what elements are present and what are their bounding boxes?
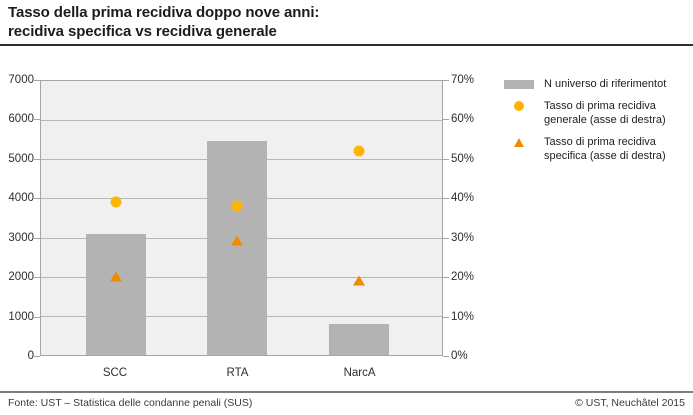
title-line-2: recidiva specifica vs recidiva generale — [8, 23, 277, 40]
footer-rule — [0, 391, 693, 393]
plot-area — [40, 80, 443, 356]
marker-triangle-rta — [231, 235, 244, 246]
gridline — [41, 120, 442, 122]
marker-circle-rta — [231, 200, 243, 212]
title-line-1: Tasso della prima recidiva doppo nove an… — [8, 4, 320, 21]
title-rule — [0, 44, 693, 46]
x-axis-label-scc: SCC — [102, 367, 128, 379]
left-axis-tick-mark — [34, 158, 40, 160]
circle-marker-icon — [514, 100, 524, 111]
right-axis-tick: 70% — [451, 74, 475, 86]
footer-source: Fonte: UST – Statistica delle condanne p… — [8, 397, 253, 409]
left-axis-tick-mark — [34, 119, 40, 121]
x-axis-label-rta: RTA — [226, 367, 249, 379]
right-axis-tick: 20% — [451, 271, 475, 284]
left-axis-tick: 3000 — [8, 231, 34, 244]
legend-item: N universo di riferimentot — [504, 77, 690, 92]
left-axis-tick-mark — [34, 237, 40, 239]
right-axis-tick: 10% — [451, 310, 475, 323]
left-axis-tick: 2000 — [8, 271, 34, 284]
legend-label: Tasso di prima recidiva generale (asse d… — [544, 99, 666, 127]
left-axis-tick: 5000 — [8, 152, 34, 165]
legend-label: N universo di riferimentot — [544, 78, 667, 90]
right-axis-tick-mark — [443, 158, 449, 160]
left-axis-tick-mark — [34, 198, 40, 200]
bar-narca — [328, 323, 389, 355]
marker-triangle-scc — [109, 271, 122, 282]
legend-marker-column — [504, 135, 534, 147]
right-axis-tick-mark — [443, 356, 449, 357]
marker-triangle-narca — [352, 275, 365, 286]
right-axis-tick: 60% — [451, 113, 475, 126]
left-axis-tick: 4000 — [8, 192, 34, 205]
right-axis-tick-mark — [443, 316, 449, 318]
right-axis-tick: 0% — [451, 350, 468, 362]
marker-circle-scc — [110, 196, 122, 208]
left-axis-tick-mark — [34, 356, 40, 357]
bar-rta — [207, 140, 268, 355]
triangle-marker-icon — [514, 137, 524, 147]
legend-marker-column — [504, 99, 534, 111]
right-axis-tick: 40% — [451, 192, 475, 205]
legend-label: Tasso di prima recidiva specifica (asse … — [544, 135, 666, 163]
right-axis-tick-mark — [443, 119, 449, 121]
right-axis-tick-mark — [443, 198, 449, 200]
left-axis-tick-mark — [34, 316, 40, 318]
legend-item: Tasso di prima recidiva specifica (asse … — [504, 135, 690, 164]
right-axis-tick-mark — [443, 277, 449, 279]
left-axis-tick: 1000 — [8, 310, 34, 323]
left-axis-tick-mark — [34, 80, 40, 81]
legend-marker-column — [504, 77, 534, 89]
bar-swatch-icon — [504, 80, 534, 89]
right-axis-tick: 50% — [451, 152, 475, 165]
bar-scc — [85, 233, 146, 355]
footer-copyright: © UST, Neuchâtel 2015 — [575, 397, 685, 409]
right-axis-tick-mark — [443, 237, 449, 239]
legend-item: Tasso di prima recidiva generale (asse d… — [504, 99, 690, 128]
left-axis-tick: 7000 — [8, 74, 34, 86]
right-axis-tick-mark — [443, 80, 449, 81]
right-axis-tick: 30% — [451, 231, 475, 244]
left-axis-tick: 0 — [27, 350, 34, 362]
left-axis-tick: 6000 — [8, 113, 34, 126]
marker-circle-narca — [353, 145, 365, 157]
x-axis-label-narca: NarcA — [343, 367, 376, 379]
left-axis-tick-mark — [34, 277, 40, 279]
legend: N universo di riferimentot Tasso di prima… — [504, 77, 690, 171]
page-title: Tasso della prima recidiva doppo nove an… — [8, 3, 319, 41]
